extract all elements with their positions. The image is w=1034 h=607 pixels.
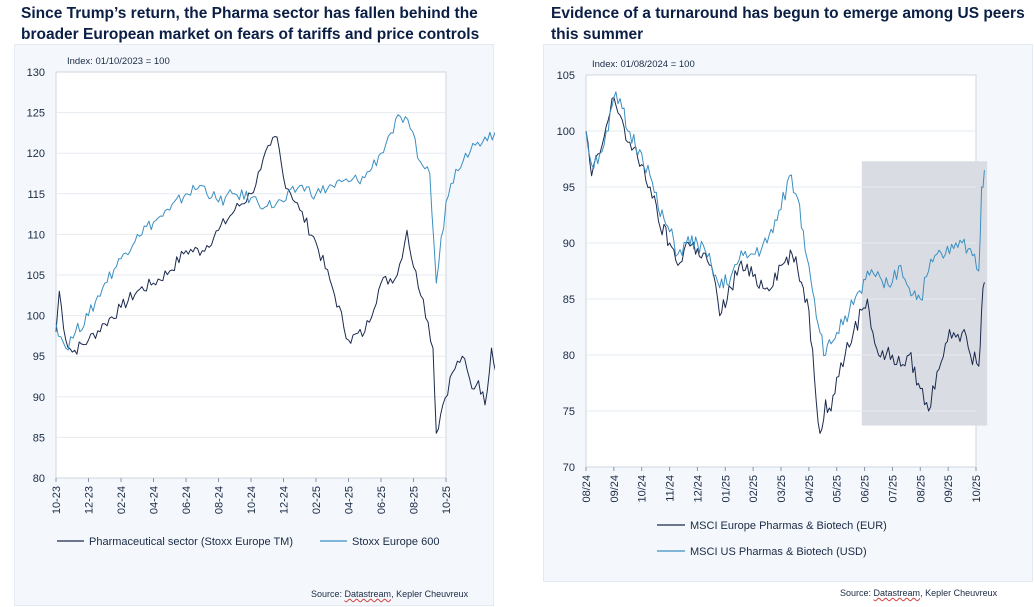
x-tick-label: 11/24 — [665, 475, 677, 502]
legend-label: Stoxx Europe 600 — [352, 536, 439, 548]
y-tick-label: 130 — [27, 67, 45, 79]
x-tick-label: 04-24 — [149, 486, 161, 514]
x-tick-label: 10-25 — [441, 486, 453, 514]
y-tick-label: 120 — [27, 148, 45, 160]
series-line — [585, 91, 985, 357]
x-tick-label: 08/24 — [581, 475, 593, 503]
y-tick-label: 105 — [27, 270, 45, 282]
source-suffix: , Kepler Cheuvreux — [391, 589, 469, 599]
legend-label: MSCI US Pharmas & Biotech (USD) — [690, 546, 867, 558]
y-tick-label: 105 — [557, 70, 575, 82]
x-tick-label: 01/25 — [720, 475, 732, 503]
y-tick-label: 90 — [563, 238, 575, 250]
chart-title-line-1: Since Trump’s return, the Pharma sector … — [21, 5, 478, 22]
x-tick-label: 05/25 — [832, 475, 844, 503]
y-tick-label: 110 — [27, 229, 45, 241]
index-label: Index: 01/10/2023 = 100 — [67, 56, 170, 67]
legend-label: Pharmaceutical sector (Stoxx Europe TM) — [89, 536, 293, 548]
x-tick-label: 06/25 — [860, 475, 872, 503]
x-tick-label: 10-23 — [51, 486, 63, 514]
index-label: Index: 01/08/2024 = 100 — [592, 59, 695, 70]
source-suffix: , Kepler Cheuvreux — [920, 588, 998, 598]
x-tick-label: 04-25 — [344, 486, 356, 514]
highlight-region — [861, 161, 988, 426]
y-tick-label: 85 — [33, 432, 45, 444]
source-name: Datastream — [873, 588, 921, 598]
chart-plot: 70 75 80 85 90 95 100 105 08/24 09/24 10/24 11/24 12… — [557, 59, 988, 558]
y-tick-label: 80 — [563, 350, 575, 362]
x-tick-label: 02-24 — [116, 486, 128, 514]
legend-label: MSCI Europe Pharmas & Biotech (EUR) — [690, 520, 887, 532]
y-tick-label: 95 — [33, 351, 45, 363]
x-tick-label: 07/25 — [887, 475, 899, 503]
source-prefix: Source: — [311, 589, 345, 599]
y-tick-label: 75 — [563, 406, 575, 418]
source-name: Datastream — [344, 589, 392, 599]
x-tick-label: 08-25 — [409, 486, 421, 514]
source-prefix: Source: — [840, 588, 874, 598]
x-tick-label: 08-24 — [214, 486, 226, 514]
x-tick-label: 03/25 — [776, 475, 788, 503]
chart-plot: 80 85 90 95 100 105 110 115 120 125 130 10-23 12-23 0… — [27, 56, 495, 548]
series-line — [55, 114, 495, 351]
y-tick-label: 100 — [557, 126, 575, 138]
y-tick-label: 90 — [33, 392, 45, 404]
x-tick-label: 12/24 — [692, 475, 704, 503]
y-tick-label: 95 — [563, 182, 575, 194]
x-tick-label: 06-24 — [181, 486, 193, 514]
x-tick-label: 06-25 — [376, 486, 388, 514]
y-tick-label: 70 — [563, 462, 575, 474]
series-line — [55, 136, 495, 434]
chart-title: Evidence of a turnaround has begun to em… — [551, 3, 1025, 45]
y-tick-label: 125 — [27, 108, 45, 120]
chart-title: Since Trump’s return, the Pharma sector … — [21, 3, 479, 45]
source-note: Source: Datastream, Kepler Cheuvreux — [311, 589, 468, 599]
y-tick-label: 115 — [27, 189, 45, 201]
y-tick-label: 85 — [563, 294, 575, 306]
chart-title-line-2: this summer — [551, 26, 644, 43]
y-tick-label: 80 — [33, 473, 45, 485]
right-chart-panel: Evidence of a turnaround has begun to em… — [520, 0, 1034, 607]
series-line — [585, 96, 985, 434]
y-tick-label: 100 — [27, 311, 45, 323]
x-tick-label: 12-23 — [84, 486, 96, 514]
source-note: Source: Datastream, Kepler Cheuvreux — [840, 588, 997, 598]
x-tick-label: 08/25 — [915, 475, 927, 503]
x-tick-label: 12-24 — [279, 486, 291, 514]
x-tick-label: 04/25 — [804, 475, 816, 503]
chart-title-line-2: broader European market on fears of tari… — [21, 26, 480, 43]
chart-title-line-1: Evidence of a turnaround has begun to em… — [551, 5, 1025, 22]
x-tick-label: 09/24 — [609, 475, 621, 503]
x-tick-label: 02-25 — [311, 486, 323, 514]
x-tick-label: 09/25 — [943, 475, 955, 503]
x-tick-label: 10/24 — [637, 475, 649, 503]
x-tick-label: 10/25 — [971, 475, 983, 503]
x-tick-label: 02/25 — [748, 475, 760, 503]
left-chart-panel: Since Trump’s return, the Pharma sector … — [0, 0, 495, 607]
x-tick-label: 10-24 — [246, 486, 258, 514]
